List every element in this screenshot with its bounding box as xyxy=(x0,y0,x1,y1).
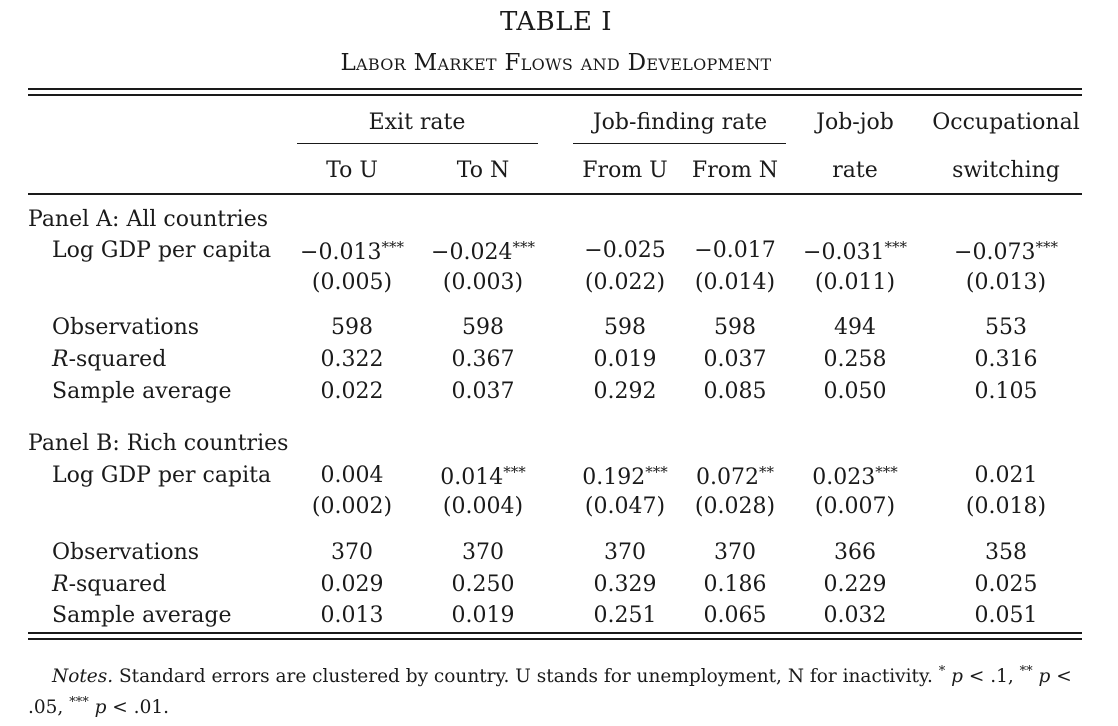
panel-a-gdp-cell-3: −0.025 xyxy=(584,238,666,263)
header-to-n: To N xyxy=(456,158,510,183)
header-jobjob-rate: rate xyxy=(832,158,878,183)
header-from-u: From U xyxy=(582,158,668,183)
panel-a-se-cell-5: (0.011) xyxy=(814,270,896,295)
panel-a-se-cell-1: (0.005) xyxy=(311,270,393,295)
panel-b-r2-cell-1: 0.029 xyxy=(320,572,384,597)
panel-b-gdp-cell-4: 0.072** xyxy=(696,463,774,490)
panel-b-obs-cell-3: 370 xyxy=(604,540,646,565)
exit-rate-underline xyxy=(297,143,538,144)
panel-a-se-cell-6: (0.013) xyxy=(965,270,1047,295)
top-rule-1 xyxy=(28,88,1082,90)
panel-b-gdp-cell-3: 0.192*** xyxy=(582,463,668,490)
panel-a-r2-cell-5: 0.258 xyxy=(823,347,887,372)
panel-a-r2-cell-3: 0.019 xyxy=(593,347,657,372)
panel-b-avg-cell-1: 0.013 xyxy=(320,603,384,628)
panel-b-title: Panel B: Rich countries xyxy=(28,431,289,456)
header-exit-rate: Exit rate xyxy=(368,110,466,135)
panel-a-obs-cell-4: 598 xyxy=(714,315,756,340)
panel-a-avg-cell-5: 0.050 xyxy=(823,379,887,404)
panel-a-obs-cell-3: 598 xyxy=(604,315,646,340)
panel-a-obs-cell-1: 598 xyxy=(331,315,373,340)
panel-b-se-cell-5: (0.007) xyxy=(814,494,896,519)
panel-a-obs-cell-2: 598 xyxy=(462,315,504,340)
panel-b-se-cell-2: (0.004) xyxy=(442,494,524,519)
panel-a-r2-cell-1: 0.322 xyxy=(320,347,384,372)
panel-a-se-cell-3: (0.022) xyxy=(584,270,666,295)
panel-a-r2-label: R-squared xyxy=(52,347,167,372)
panel-b-r2-cell-3: 0.329 xyxy=(593,572,657,597)
table-subtitle: Labor Market Flows and Development xyxy=(340,50,772,76)
bottom-rule-1 xyxy=(28,632,1082,634)
header-switching: switching xyxy=(952,158,1060,183)
panel-b-se-cell-3: (0.047) xyxy=(584,494,666,519)
panel-b-obs-cell-1: 370 xyxy=(331,540,373,565)
panel-b-avg-cell-4: 0.065 xyxy=(703,603,767,628)
panel-b-obs-label: Observations xyxy=(52,540,200,565)
header-occupational: Occupational xyxy=(932,110,1080,135)
panel-a-avg-cell-6: 0.105 xyxy=(974,379,1038,404)
panel-a-obs-cell-6: 553 xyxy=(985,315,1027,340)
header-job-finding-rate: Job-finding rate xyxy=(592,110,768,135)
panel-a-gdp-label: Log GDP per capita xyxy=(52,238,272,263)
panel-b-obs-cell-4: 370 xyxy=(714,540,756,565)
panel-a-title: Panel A: All countries xyxy=(28,207,269,232)
panel-b-gdp-cell-2: 0.014*** xyxy=(440,463,526,490)
panel-b-avg-cell-3: 0.251 xyxy=(593,603,657,628)
panel-b-obs-cell-6: 358 xyxy=(985,540,1027,565)
panel-b-se-cell-6: (0.018) xyxy=(965,494,1047,519)
panel-a-r2-cell-6: 0.316 xyxy=(974,347,1038,372)
header-from-n: From N xyxy=(691,158,779,183)
panel-a-avg-cell-1: 0.022 xyxy=(320,379,384,404)
panel-a-obs-cell-5: 494 xyxy=(834,315,876,340)
panel-b-se-cell-1: (0.002) xyxy=(311,494,393,519)
panel-a-gdp-cell-5: −0.031*** xyxy=(803,238,907,265)
panel-b-obs-cell-5: 366 xyxy=(834,540,876,565)
panel-a-avg-cell-3: 0.292 xyxy=(593,379,657,404)
header-job-job: Job-job xyxy=(816,110,894,135)
panel-b-r2-label: R-squared xyxy=(52,572,167,597)
panel-b-r2-cell-6: 0.025 xyxy=(974,572,1038,597)
panel-a-se-cell-2: (0.003) xyxy=(442,270,524,295)
panel-b-avg-cell-6: 0.051 xyxy=(974,603,1038,628)
panel-b-se-cell-4: (0.028) xyxy=(694,494,776,519)
panel-a-se-cell-4: (0.014) xyxy=(694,270,776,295)
table-title: TABLE I xyxy=(499,7,613,37)
panel-a-r2-cell-4: 0.037 xyxy=(703,347,767,372)
panel-a-r2-cell-2: 0.367 xyxy=(451,347,515,372)
panel-b-avg-cell-2: 0.019 xyxy=(451,603,515,628)
panel-a-gdp-cell-2: −0.024*** xyxy=(431,238,535,265)
panel-a-gdp-cell-4: −0.017 xyxy=(694,238,776,263)
panel-a-gdp-cell-6: −0.073*** xyxy=(954,238,1058,265)
panel-b-r2-cell-4: 0.186 xyxy=(703,572,767,597)
header-rule xyxy=(28,193,1082,195)
panel-b-avg-cell-5: 0.032 xyxy=(823,603,887,628)
panel-b-r2-cell-2: 0.250 xyxy=(451,572,515,597)
bottom-rule-2 xyxy=(28,638,1082,640)
panel-b-r2-cell-5: 0.229 xyxy=(823,572,887,597)
panel-a-gdp-cell-1: −0.013*** xyxy=(300,238,404,265)
panel-b-obs-cell-2: 370 xyxy=(462,540,504,565)
panel-b-gdp-cell-6: 0.021 xyxy=(974,463,1038,488)
panel-b-avg-label: Sample average xyxy=(52,603,232,628)
header-to-u: To U xyxy=(326,158,378,183)
panel-a-obs-label: Observations xyxy=(52,315,200,340)
panel-a-avg-cell-2: 0.037 xyxy=(451,379,515,404)
table-notes: Notes. Standard errors are clustered by … xyxy=(28,664,1072,718)
panel-a-avg-cell-4: 0.085 xyxy=(703,379,767,404)
panel-a-avg-label: Sample average xyxy=(52,379,232,404)
job-finding-underline xyxy=(573,143,786,144)
panel-b-gdp-cell-1: 0.004 xyxy=(320,463,384,488)
panel-b-gdp-cell-5: 0.023*** xyxy=(812,463,898,490)
top-rule-2 xyxy=(28,94,1082,96)
panel-b-gdp-label: Log GDP per capita xyxy=(52,463,272,488)
